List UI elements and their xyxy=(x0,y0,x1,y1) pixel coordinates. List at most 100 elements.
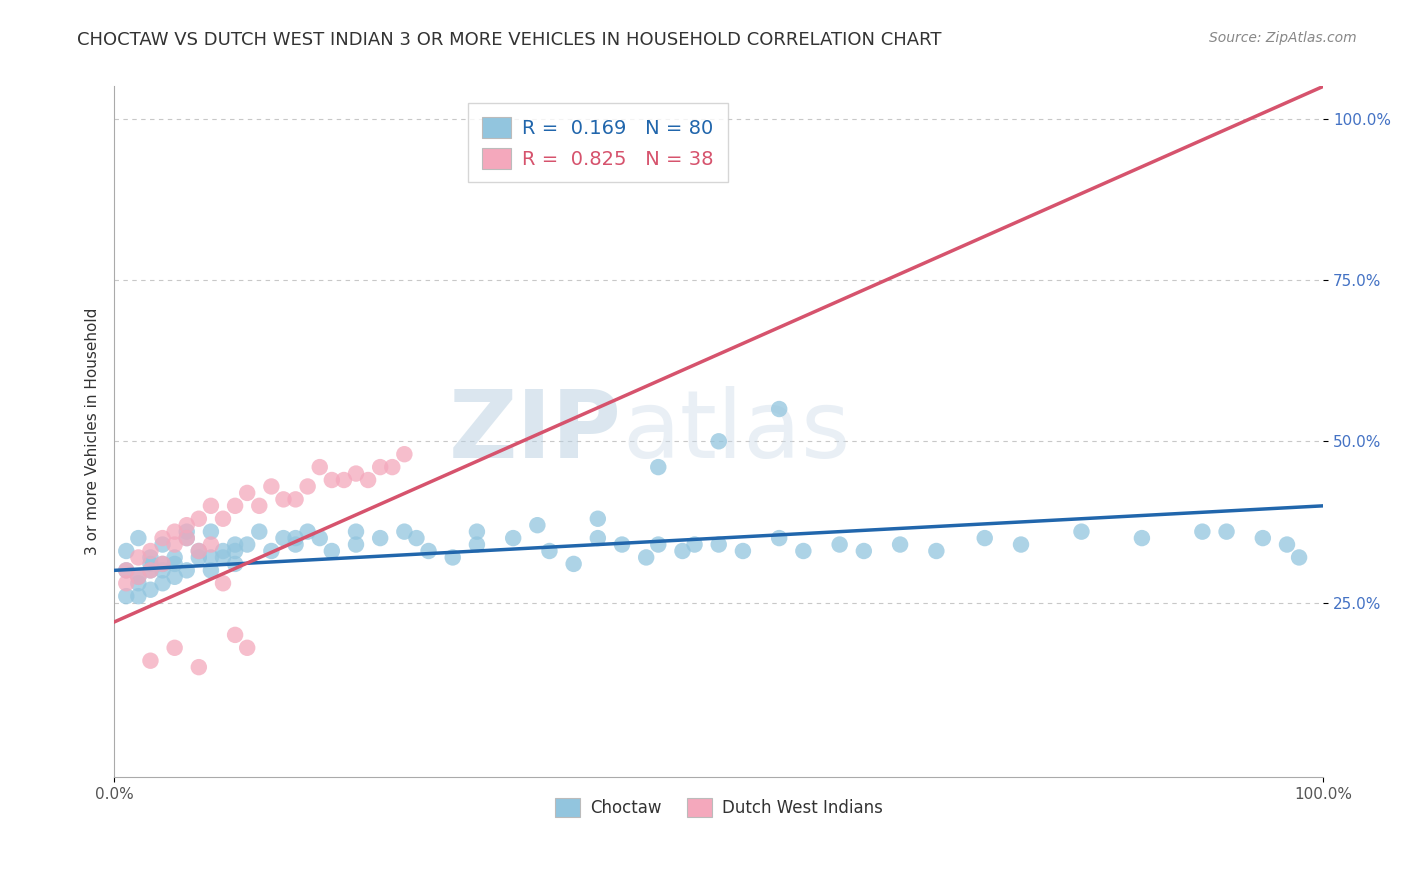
Point xyxy=(1070,524,1092,539)
Point xyxy=(1251,531,1274,545)
Point xyxy=(1191,524,1213,539)
Point xyxy=(127,576,149,591)
Point xyxy=(224,557,246,571)
Point xyxy=(502,531,524,545)
Point xyxy=(139,550,162,565)
Point xyxy=(1288,550,1310,565)
Point xyxy=(115,563,138,577)
Point xyxy=(731,544,754,558)
Point xyxy=(273,531,295,545)
Point xyxy=(308,460,330,475)
Point xyxy=(344,467,367,481)
Point xyxy=(115,544,138,558)
Point xyxy=(163,570,186,584)
Point xyxy=(260,479,283,493)
Point xyxy=(394,524,416,539)
Point xyxy=(671,544,693,558)
Point xyxy=(163,557,186,571)
Point xyxy=(139,563,162,577)
Point xyxy=(187,544,209,558)
Point xyxy=(200,563,222,577)
Point xyxy=(333,473,356,487)
Point xyxy=(200,550,222,565)
Point xyxy=(381,460,404,475)
Point xyxy=(152,557,174,571)
Point xyxy=(284,537,307,551)
Point xyxy=(247,499,270,513)
Point xyxy=(115,563,138,577)
Point xyxy=(152,563,174,577)
Point xyxy=(163,524,186,539)
Point xyxy=(187,660,209,674)
Point xyxy=(260,544,283,558)
Point xyxy=(284,492,307,507)
Point xyxy=(139,563,162,577)
Point xyxy=(647,460,669,475)
Point xyxy=(200,499,222,513)
Point xyxy=(127,550,149,565)
Point xyxy=(187,512,209,526)
Point xyxy=(224,537,246,551)
Point xyxy=(357,473,380,487)
Point xyxy=(1215,524,1237,539)
Point xyxy=(176,531,198,545)
Point xyxy=(236,640,259,655)
Point xyxy=(418,544,440,558)
Point xyxy=(852,544,875,558)
Point xyxy=(139,557,162,571)
Point xyxy=(344,524,367,539)
Point xyxy=(200,537,222,551)
Point xyxy=(394,447,416,461)
Legend: Choctaw, Dutch West Indians: Choctaw, Dutch West Indians xyxy=(548,792,889,824)
Point xyxy=(344,537,367,551)
Point xyxy=(200,524,222,539)
Point xyxy=(792,544,814,558)
Point xyxy=(139,654,162,668)
Point xyxy=(768,402,790,417)
Point xyxy=(273,492,295,507)
Point xyxy=(586,531,609,545)
Point xyxy=(212,550,235,565)
Text: CHOCTAW VS DUTCH WEST INDIAN 3 OR MORE VEHICLES IN HOUSEHOLD CORRELATION CHART: CHOCTAW VS DUTCH WEST INDIAN 3 OR MORE V… xyxy=(77,31,942,49)
Point xyxy=(212,576,235,591)
Point xyxy=(224,499,246,513)
Point xyxy=(610,537,633,551)
Point xyxy=(297,524,319,539)
Point xyxy=(465,524,488,539)
Point xyxy=(236,537,259,551)
Text: ZIP: ZIP xyxy=(449,385,621,477)
Point xyxy=(152,537,174,551)
Point xyxy=(925,544,948,558)
Point xyxy=(465,537,488,551)
Point xyxy=(308,531,330,545)
Point xyxy=(224,544,246,558)
Point xyxy=(176,563,198,577)
Y-axis label: 3 or more Vehicles in Household: 3 or more Vehicles in Household xyxy=(86,308,100,556)
Point xyxy=(683,537,706,551)
Point xyxy=(636,550,658,565)
Point xyxy=(176,518,198,533)
Point xyxy=(224,628,246,642)
Point xyxy=(405,531,427,545)
Point xyxy=(586,512,609,526)
Point xyxy=(707,537,730,551)
Point xyxy=(441,550,464,565)
Point xyxy=(127,570,149,584)
Point xyxy=(176,524,198,539)
Point xyxy=(127,570,149,584)
Point xyxy=(368,531,391,545)
Point xyxy=(236,486,259,500)
Point xyxy=(284,531,307,545)
Point xyxy=(152,557,174,571)
Point xyxy=(889,537,911,551)
Point xyxy=(247,524,270,539)
Point xyxy=(1130,531,1153,545)
Point xyxy=(212,512,235,526)
Point xyxy=(127,531,149,545)
Point xyxy=(538,544,561,558)
Point xyxy=(115,576,138,591)
Point xyxy=(163,550,186,565)
Point xyxy=(115,589,138,603)
Point xyxy=(176,531,198,545)
Point xyxy=(828,537,851,551)
